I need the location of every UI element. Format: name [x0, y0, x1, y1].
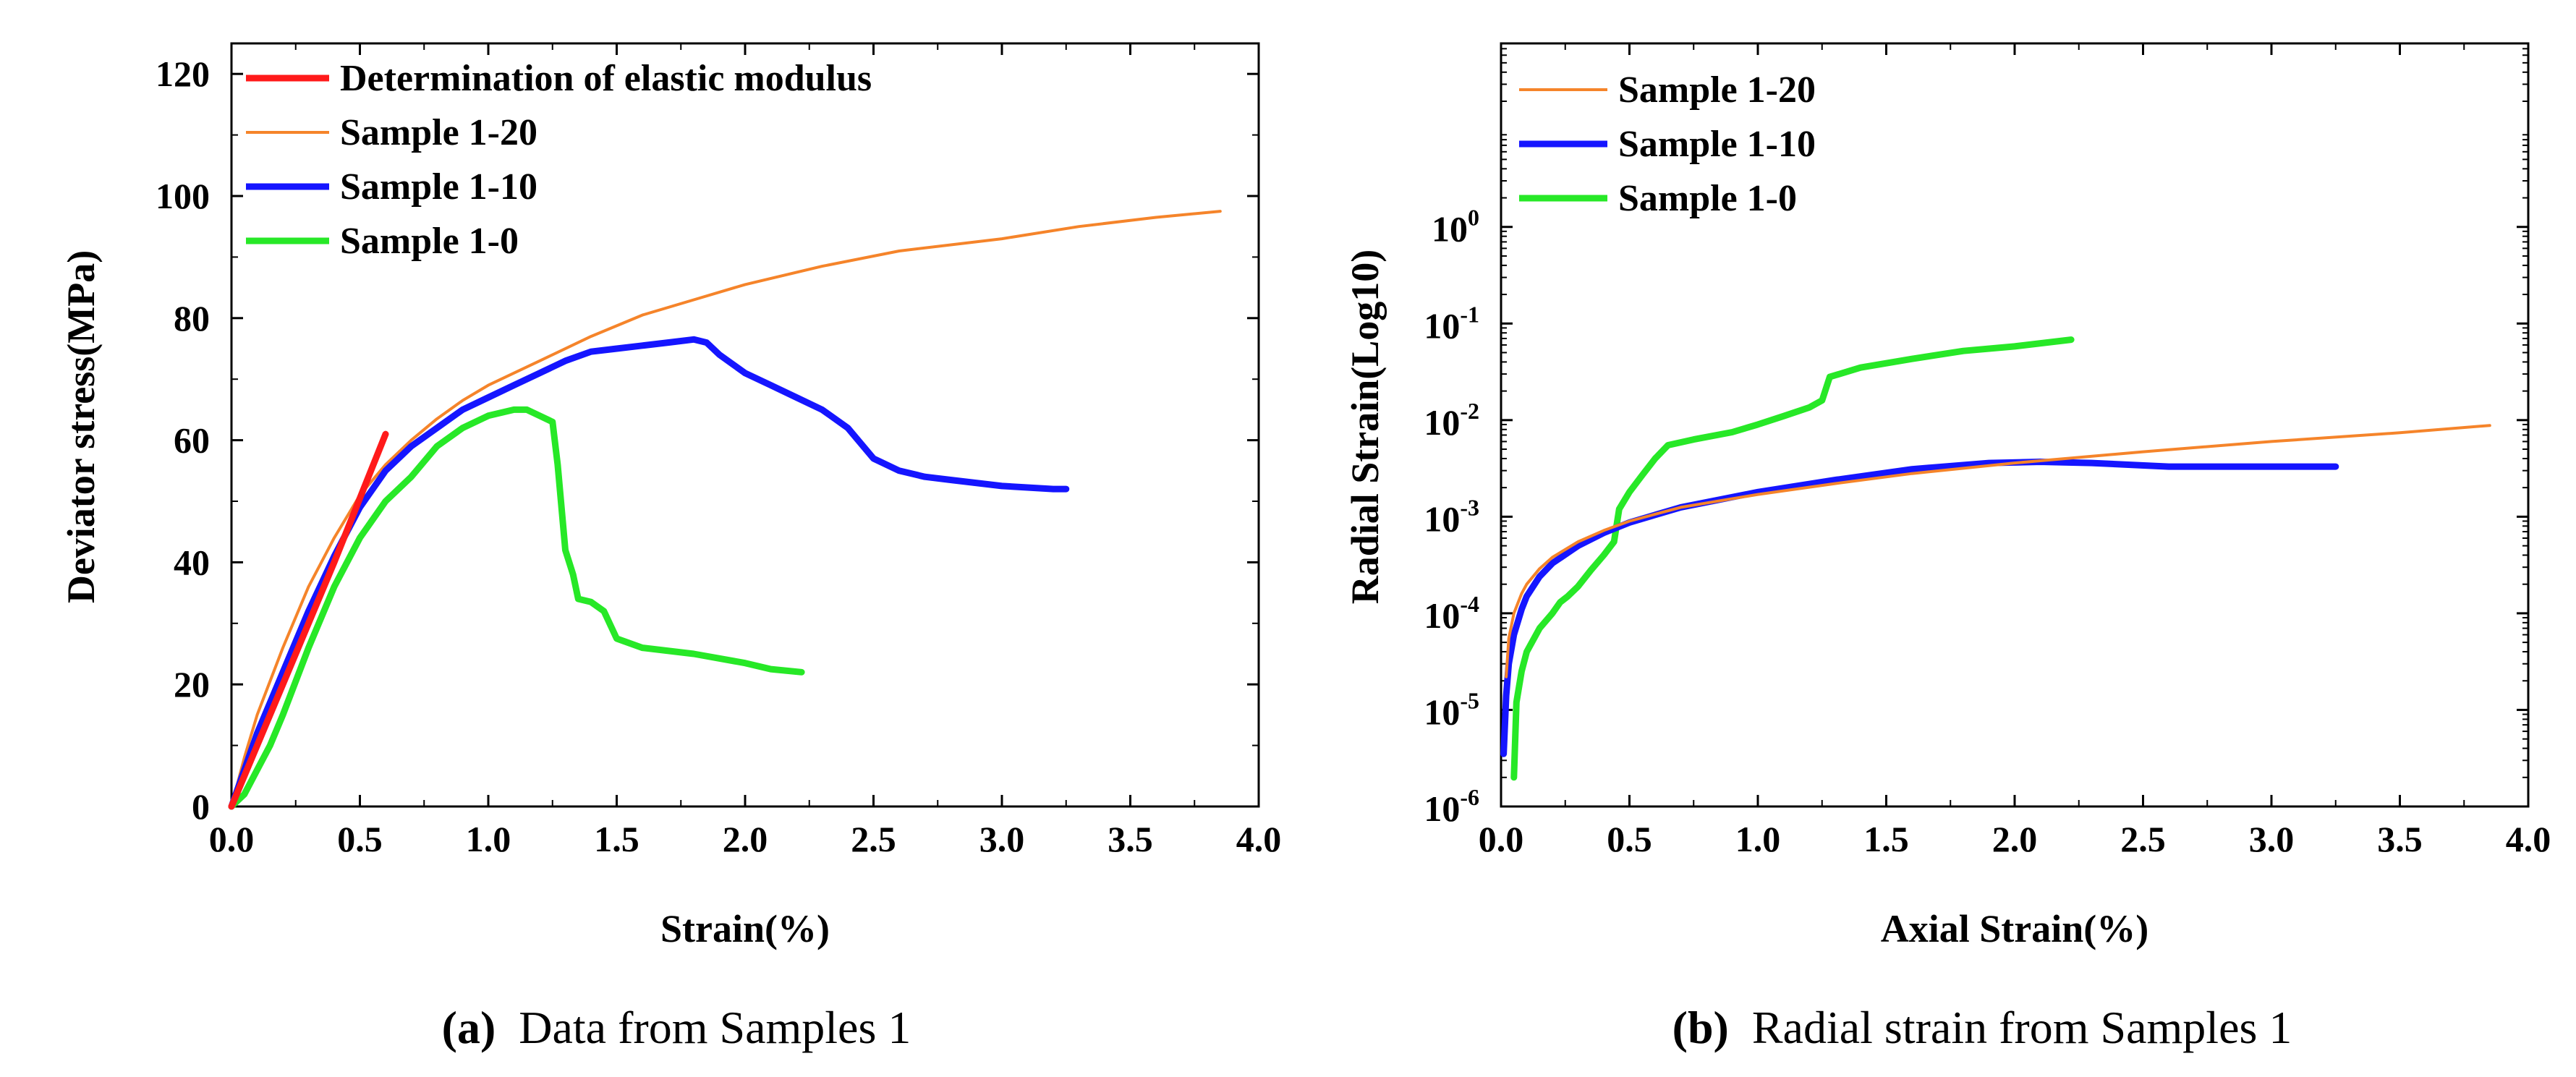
legend-label: Determination of elastic modulus [340, 58, 872, 99]
x-tick-label: 3.0 [2249, 819, 2295, 859]
x-tick-label: 1.5 [1863, 819, 1909, 859]
caption-b-text: Radial strain from Samples 1 [1752, 1002, 2292, 1053]
x-tick-label: 0.0 [1479, 819, 1524, 859]
radial-strain-chart: 0.0 0.5 1.0 1.5 2.0 2.5 3.0 3.5 4.0 10-6 10-5 10-4… [1343, 42, 2551, 1053]
y-tick-label: 120 [156, 54, 210, 94]
legend-label: Sample 1-20 [340, 112, 537, 153]
legend-label: Sample 1-20 [1618, 69, 1816, 111]
x-tick-label: 2.5 [851, 819, 896, 859]
series-lines [1500, 336, 2491, 781]
x-tick-label: 4.0 [2506, 819, 2551, 859]
plot-area-frame [230, 42, 1260, 808]
legend-label: Sample 1-0 [340, 221, 519, 262]
legend: Determination of elastic modulus Sample 1… [246, 58, 872, 262]
x-tick-label: 2.0 [1992, 819, 2038, 859]
y-axis-title: Radial Strain(Log10) [1343, 250, 1387, 605]
x-tick-label: 0.5 [337, 819, 383, 859]
legend-label: Sample 1-10 [1618, 124, 1816, 165]
y-tick-label: 10-4 [1424, 591, 1479, 636]
y-tick-label: 0 [192, 786, 210, 827]
caption-a-text: Data from Samples 1 [519, 1002, 911, 1053]
x-tick-label: 2.5 [2120, 819, 2166, 859]
caption-b-label: (b) [1672, 1002, 1729, 1053]
legend-label: Sample 1-10 [340, 166, 537, 208]
x-tick-label: 0.5 [1607, 819, 1652, 859]
series-line-2 [228, 336, 1070, 810]
series-line-0 [1505, 424, 2491, 678]
x-tick-label: 3.5 [1108, 819, 1153, 859]
legend: Sample 1-20 Sample 1-10 Sample 1-0 [1519, 69, 1816, 219]
y-tick-label: 80 [174, 298, 210, 339]
caption-a-label: (a) [442, 1002, 496, 1053]
y-tick-label: 10-6 [1424, 784, 1479, 829]
caption-a: (a) Data from Samples 1 [442, 1002, 911, 1053]
x-tick-label: 1.5 [594, 819, 639, 859]
y-tick-label: 40 [174, 542, 210, 582]
series-line-1 [230, 210, 1222, 808]
y-tick-label: 10-2 [1424, 398, 1479, 443]
y-tick-label: 100 [1432, 205, 1479, 250]
x-axis-title: Axial Strain(%) [1881, 907, 2149, 950]
x-tick-label: 3.5 [2377, 819, 2423, 859]
y-axis: 0 20 40 60 80 100 120 [156, 54, 1259, 827]
stress-strain-chart: 0.0 0.5 1.0 1.5 2.0 2.5 3.0 3.5 4.0 0 20 40 60 80 100… [59, 42, 1282, 1053]
series-lines [228, 210, 1222, 810]
y-tick-label: 100 [156, 176, 210, 216]
series-line-1 [1500, 459, 2339, 757]
x-tick-label: 1.0 [466, 819, 511, 859]
legend-label: Sample 1-0 [1618, 178, 1797, 219]
series-line-2 [1510, 336, 2075, 781]
x-tick-label: 0.0 [209, 819, 255, 859]
y-axis-title: Deviator stress(MPa) [59, 250, 103, 603]
y-tick-label: 20 [174, 664, 210, 704]
x-tick-label: 4.0 [1236, 819, 1282, 859]
y-tick-label: 10-1 [1424, 301, 1479, 346]
y-tick-label: 10-5 [1424, 687, 1479, 732]
x-axis-title: Strain(%) [660, 907, 830, 950]
y-axis: 10-6 10-5 10-4 10-3 10-2 10-1 100 [1424, 48, 2528, 829]
x-axis: 0.0 0.5 1.0 1.5 2.0 2.5 3.0 3.5 4.0 [1479, 43, 2551, 859]
x-tick-label: 1.0 [1735, 819, 1781, 859]
series-line-0 [228, 430, 389, 810]
series-line-3 [228, 406, 805, 810]
y-tick-label: 10-3 [1424, 494, 1479, 539]
x-axis: 0.0 0.5 1.0 1.5 2.0 2.5 3.0 3.5 4.0 [209, 43, 1282, 859]
x-tick-label: 3.0 [979, 819, 1025, 859]
x-tick-label: 2.0 [723, 819, 768, 859]
y-tick-label: 60 [174, 420, 210, 461]
caption-b: (b) Radial strain from Samples 1 [1672, 1002, 2292, 1053]
